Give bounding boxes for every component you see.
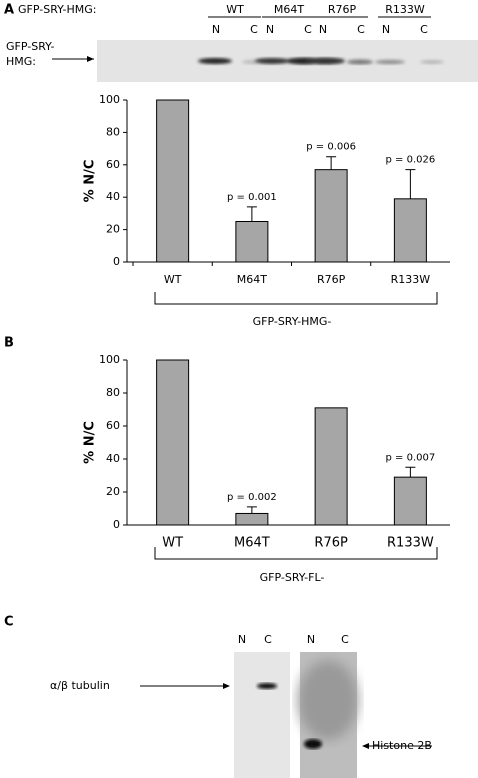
bar (235, 512, 269, 526)
bar (156, 359, 190, 526)
lane-label: C (304, 23, 312, 36)
y-axis-label: % N/C (83, 421, 98, 464)
band-label: HMG: (6, 55, 36, 68)
y-tick-label: 100 (99, 353, 120, 366)
panel-label: C (4, 615, 14, 630)
bar (314, 169, 348, 263)
error-bar (405, 169, 416, 199)
bar (235, 221, 269, 263)
blot-label: α/β tubulin (50, 679, 110, 692)
x-tick-label: R133W (387, 536, 434, 551)
band-label: GFP-SRY- (6, 40, 55, 53)
lane-label: N (266, 23, 274, 36)
y-tick-label: 20 (106, 485, 120, 498)
x-tick-label: R76P (317, 273, 346, 286)
p-value: p = 0.002 (227, 492, 277, 503)
row-label: GFP-SRY-HMG: (18, 3, 97, 16)
lane-label: C (420, 23, 428, 36)
bands (198, 57, 444, 65)
arrow-head (87, 56, 94, 62)
y-axis-label: % N/C (83, 160, 98, 203)
p-value: p = 0.001 (227, 192, 277, 203)
y-tick-label: 40 (106, 452, 120, 465)
p-value: p = 0.006 (306, 142, 356, 153)
lane-label: N (212, 23, 220, 36)
y-tick-label: 20 (106, 223, 120, 236)
panel-label: B (4, 336, 14, 351)
error-bar (326, 156, 337, 170)
lane-label: C (357, 23, 365, 36)
error-bar (246, 206, 257, 222)
arrow-head (223, 683, 230, 689)
group-label: WT (226, 3, 244, 16)
group-label: GFP-SRY-FL- (260, 571, 325, 584)
blot-image (234, 652, 290, 778)
lane-label: N (382, 23, 390, 36)
lane-label: C (250, 23, 258, 36)
lane-label: N (238, 633, 246, 646)
lane-label: N (307, 633, 315, 646)
bar (156, 99, 190, 263)
group-label: GFP-SRY-HMG- (253, 315, 332, 328)
bar (393, 476, 427, 526)
error-bar (246, 506, 257, 514)
panel-label: A (4, 3, 14, 18)
x-tick-label: WT (162, 536, 183, 551)
bar (393, 198, 427, 263)
y-tick-label: 60 (106, 419, 120, 432)
bracket (154, 292, 438, 305)
arrow-head (362, 743, 369, 749)
y-tick-label: 0 (113, 518, 120, 531)
y-tick-label: 80 (106, 125, 120, 138)
group-label: M64T (274, 3, 304, 16)
group-label: R133W (385, 3, 425, 16)
band (304, 739, 322, 749)
lane-label: N (319, 23, 327, 36)
x-tick-label: M64T (237, 273, 267, 286)
y-tick-label: 40 (106, 190, 120, 203)
p-value: p = 0.026 (386, 155, 436, 166)
x-tick-label: WT (164, 273, 182, 286)
lane-label: C (264, 633, 272, 646)
blot-smear (298, 660, 358, 740)
y-tick-label: 100 (99, 93, 120, 106)
y-tick-label: 80 (106, 386, 120, 399)
bracket (154, 547, 438, 560)
bar (314, 407, 348, 526)
x-tick-label: R133W (391, 273, 431, 286)
group-label: R76P (328, 3, 357, 16)
x-tick-label: M64T (234, 536, 270, 551)
lane-label: C (341, 633, 349, 646)
y-tick-label: 0 (113, 255, 120, 268)
error-bar (405, 466, 416, 478)
band (257, 683, 277, 689)
y-tick-label: 60 (106, 158, 120, 171)
p-value: p = 0.007 (386, 452, 436, 463)
x-tick-label: R76P (314, 536, 348, 551)
